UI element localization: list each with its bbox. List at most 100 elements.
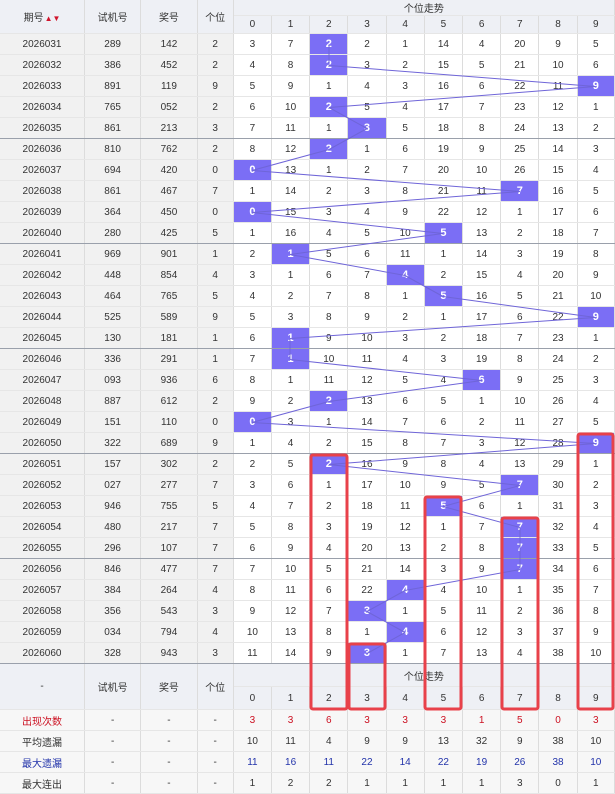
miss-cell: 5 [309, 243, 349, 265]
issue-cell: 2026041 [0, 243, 85, 265]
miss-cell: 6 [233, 327, 272, 349]
stat-row: 最大遗漏 - - -11 16 11 22 14 22 19 26 38 10 [0, 751, 615, 773]
unit-cell: 1 [197, 243, 234, 265]
miss-cell: 4 [309, 537, 349, 559]
miss-cell: 7 [233, 117, 272, 139]
miss-cell: 8 [271, 54, 311, 76]
miss-cell: 14 [271, 642, 311, 664]
miss-cell: 1 [500, 201, 540, 223]
hit-cell: 0 [233, 201, 272, 223]
miss-cell: 15 [347, 432, 387, 454]
miss-cell: 2 [462, 411, 502, 433]
stat-value: 1 [233, 772, 272, 794]
sort-icon[interactable]: ▲▼ [44, 14, 61, 23]
miss-cell: 30 [538, 474, 578, 496]
stat-value: 16 [271, 751, 311, 773]
prize-cell: 450 [140, 201, 198, 223]
miss-cell: 21 [538, 285, 578, 307]
issue-cell: 2026058 [0, 600, 85, 622]
miss-cell: 10 [271, 558, 311, 580]
miss-cell: 11 [462, 600, 502, 622]
miss-cell: 1 [386, 285, 425, 307]
miss-cell: 22 [538, 306, 578, 328]
miss-cell: 1 [233, 180, 272, 202]
miss-cell: 1 [500, 495, 540, 517]
unit-cell: 7 [197, 537, 234, 559]
miss-cell: 2 [309, 495, 349, 517]
footer-digit-7: 7 [500, 686, 540, 710]
trial-cell: 027 [84, 474, 142, 496]
miss-cell: 4 [386, 348, 425, 370]
trial-cell: 525 [84, 306, 142, 328]
miss-cell: 7 [386, 159, 425, 181]
miss-cell: 1 [309, 75, 349, 97]
miss-cell: 10 [462, 159, 502, 181]
hit-cell: 7 [500, 516, 540, 538]
miss-cell: 4 [271, 432, 311, 454]
miss-cell: 8 [233, 138, 272, 160]
stat-dash: - [140, 772, 198, 794]
miss-cell: 1 [347, 621, 387, 643]
miss-cell: 2 [271, 285, 311, 307]
trial-cell: 386 [84, 54, 142, 76]
stat-value: 3 [424, 709, 464, 731]
miss-cell: 8 [462, 537, 502, 559]
miss-cell: 4 [347, 75, 387, 97]
miss-cell: 3 [347, 54, 387, 76]
stat-dash: - [197, 730, 234, 752]
miss-cell: 2 [233, 243, 272, 265]
table-row: 2026045 130 181 1 6 1 9 10 3 2 18 7 23 1 [0, 327, 615, 349]
stat-dash: - [197, 709, 234, 731]
footer-digit-0: 0 [233, 686, 272, 710]
stat-value: 3 [347, 709, 387, 731]
issue-cell: 2026042 [0, 264, 85, 286]
prize-cell: 425 [140, 222, 198, 244]
stat-value: 6 [309, 709, 349, 731]
issue-cell: 2026049 [0, 411, 85, 433]
issue-cell: 2026046 [0, 348, 85, 370]
hit-cell: 2 [309, 54, 349, 76]
table-row: 2026041 969 901 1 2 1 5 6 11 1 14 3 19 8 [0, 243, 615, 265]
stat-value: 19 [462, 751, 502, 773]
prize-cell: 765 [140, 285, 198, 307]
miss-cell: 7 [577, 222, 615, 244]
miss-cell: 12 [462, 201, 502, 223]
miss-cell: 7 [386, 411, 425, 433]
miss-cell: 1 [577, 96, 615, 118]
trial-cell: 322 [84, 432, 142, 454]
stat-dash: - [84, 730, 142, 752]
miss-cell: 5 [424, 390, 464, 412]
miss-cell: 5 [577, 33, 615, 55]
trial-cell: 336 [84, 348, 142, 370]
issue-cell: 2026034 [0, 96, 85, 118]
issue-header-label: 期号 [23, 13, 44, 24]
issue-header[interactable]: 期号▲▼ [0, 0, 85, 34]
hit-cell: 5 [424, 222, 464, 244]
stat-dash: - [84, 751, 142, 773]
miss-cell: 20 [538, 264, 578, 286]
miss-cell: 12 [386, 516, 425, 538]
miss-cell: 3 [233, 264, 272, 286]
footer-trial-header: 试机号 [84, 663, 142, 710]
miss-cell: 6 [424, 621, 464, 643]
miss-cell: 10 [538, 54, 578, 76]
miss-cell: 5 [233, 516, 272, 538]
stat-value: 11 [233, 751, 272, 773]
stat-dash: - [84, 709, 142, 731]
miss-cell: 10 [577, 285, 615, 307]
miss-cell: 14 [386, 558, 425, 580]
stat-dash: - [140, 730, 198, 752]
miss-cell: 7 [271, 33, 311, 55]
stat-value: 10 [577, 751, 615, 773]
miss-cell: 1 [424, 516, 464, 538]
miss-cell: 14 [462, 243, 502, 265]
trial-cell: 034 [84, 621, 142, 643]
unit-cell: 1 [197, 327, 234, 349]
hit-cell: 9 [577, 306, 615, 328]
miss-cell: 9 [500, 369, 540, 391]
miss-cell: 10 [309, 348, 349, 370]
unit-cell: 1 [197, 348, 234, 370]
unit-cell: 3 [197, 642, 234, 664]
miss-cell: 9 [577, 264, 615, 286]
miss-cell: 2 [577, 117, 615, 139]
